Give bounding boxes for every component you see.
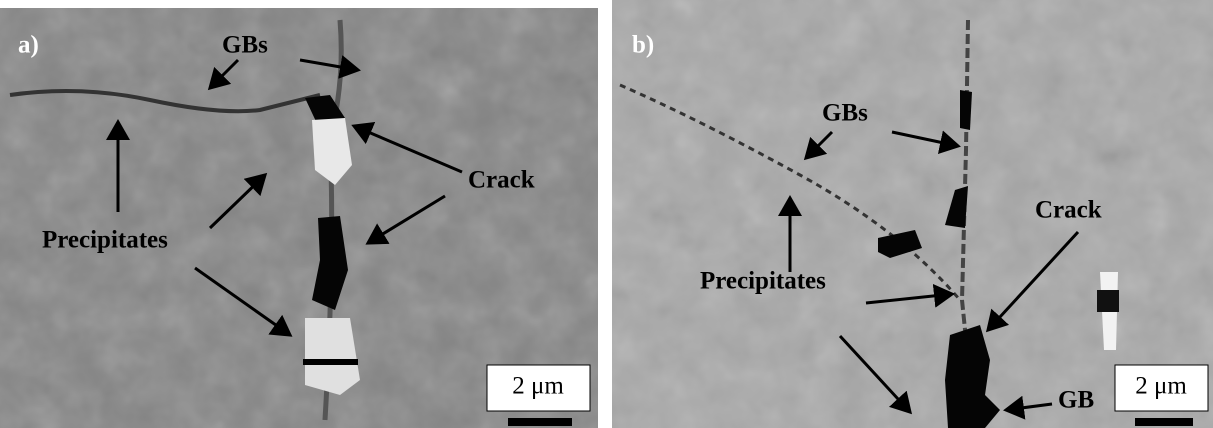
crack xyxy=(960,90,972,130)
scale-bar xyxy=(1135,418,1193,426)
annotation: Crack xyxy=(1035,197,1102,224)
figure: a) GBs Crack Precipitates 2 μm b) GBs Cr… xyxy=(0,0,1213,428)
annotation: GBs xyxy=(222,32,268,59)
annotation: Precipitates xyxy=(700,268,826,295)
annotation: GB xyxy=(1058,387,1094,414)
annotation: Precipitates xyxy=(42,227,168,254)
scale-label: 2 μm xyxy=(512,373,564,400)
annotation: GBs xyxy=(822,100,868,127)
crack xyxy=(1097,290,1119,312)
precipitate xyxy=(305,318,360,395)
panel-b: b) GBs Crack Precipitates GB 2 μm xyxy=(612,0,1213,428)
annotation: Crack xyxy=(468,167,535,194)
panel-label: b) xyxy=(632,32,654,59)
panel-label: a) xyxy=(18,32,39,59)
texture xyxy=(612,0,1213,428)
scale-label: 2 μm xyxy=(1135,373,1187,400)
panel-a: a) GBs Crack Precipitates 2 μm xyxy=(0,8,598,428)
scale-bar xyxy=(508,418,572,426)
